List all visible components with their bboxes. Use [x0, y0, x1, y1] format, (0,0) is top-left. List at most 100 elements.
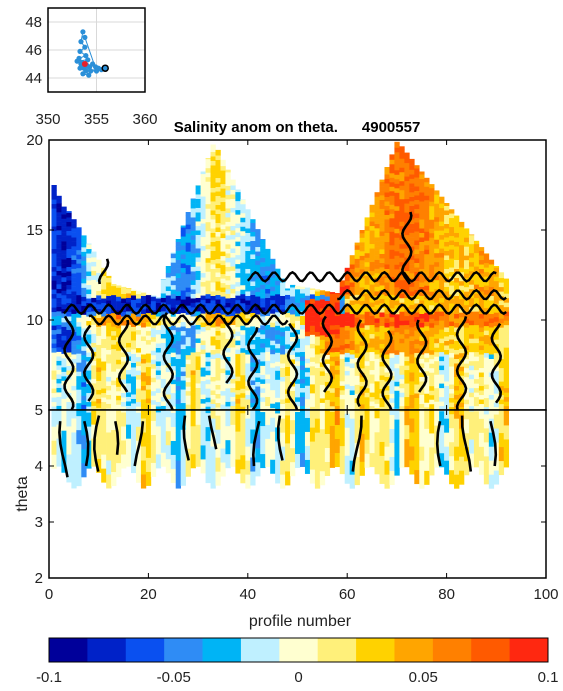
contour-cell [389, 384, 395, 390]
contour-cell [215, 407, 221, 410]
contour-cell [399, 194, 405, 200]
contour-cell [290, 318, 296, 324]
contour-cell [389, 353, 395, 358]
contour-cell [389, 326, 395, 331]
contour-cell [240, 410, 246, 414]
contour-cell [250, 402, 256, 408]
contour-cell [270, 299, 276, 305]
contour-cell [483, 352, 490, 358]
contour-cell [190, 370, 196, 375]
contour-cell [126, 401, 132, 406]
contour-cell [180, 402, 186, 408]
contour-cell [275, 289, 281, 295]
contour-cell [409, 286, 415, 292]
contour-cell [200, 358, 206, 364]
contour-cell [200, 295, 206, 301]
contour-cell [498, 358, 505, 364]
contour-cell [409, 232, 415, 238]
contour-cell [344, 379, 350, 385]
contour-cell [96, 385, 102, 390]
contour-cell [131, 407, 137, 410]
contour-cell [394, 255, 400, 261]
contour-cell [61, 416, 67, 431]
contour-cell [175, 277, 182, 283]
contour-cell [409, 246, 415, 251]
contour-cell [215, 389, 221, 395]
contour-cell [200, 196, 206, 202]
contour-cell [478, 345, 485, 351]
contour-cell [459, 312, 465, 318]
contour-cell [304, 290, 311, 296]
contour-cell [190, 379, 196, 384]
contour-cell [498, 367, 505, 373]
contour-cell [210, 250, 216, 256]
contour-cell [399, 248, 405, 254]
contour-cell [106, 410, 112, 419]
contour-cell [200, 182, 206, 188]
contour-cell [399, 225, 405, 231]
contour-cell [488, 345, 495, 350]
contour-cell [210, 144, 216, 148]
contour-cell [66, 361, 72, 366]
contour-cell [61, 403, 67, 408]
contour-cell [454, 259, 460, 265]
contour-cell [463, 273, 470, 279]
contour-cell [225, 275, 231, 281]
contour-cell [195, 401, 201, 406]
contour-cell [404, 369, 410, 375]
contour-cell [359, 332, 365, 337]
contour-cell [354, 456, 360, 472]
contour-cell [384, 250, 390, 256]
contour-cell [280, 363, 286, 368]
contour-cell [414, 213, 420, 219]
contour-cell [334, 438, 341, 454]
contour-cell [424, 280, 430, 286]
contour-cell [71, 349, 77, 355]
contour-cell [121, 352, 127, 358]
contour-cell [225, 411, 231, 427]
contour-cell [359, 323, 365, 328]
contour-cell [434, 392, 440, 398]
contour-cell [379, 384, 385, 389]
contour-cell [324, 419, 331, 434]
contour-cell [483, 357, 490, 363]
contour-cell [86, 316, 92, 322]
contour-cell [180, 321, 186, 327]
contour-cell [424, 213, 430, 219]
contour-cell [220, 237, 226, 243]
contour-cell [51, 426, 57, 441]
contour-cell [81, 242, 87, 248]
zero-contour [490, 322, 503, 404]
contour-cell [339, 291, 346, 296]
contour-cell [354, 281, 360, 286]
contour-cell [369, 324, 375, 330]
contour-cell [106, 372, 112, 377]
colorbar-swatches [49, 638, 549, 662]
contour-cell [454, 345, 460, 350]
contour-cell [285, 290, 291, 295]
contour-cell [265, 288, 271, 294]
contour-cell [483, 402, 490, 408]
contour-cell [454, 460, 460, 475]
contour-cell [230, 424, 236, 439]
contour-cell [280, 390, 286, 395]
contour-cell [468, 252, 475, 258]
contour-cell [280, 336, 286, 341]
contour-cell [339, 408, 346, 410]
contour-cell [160, 383, 167, 388]
contour-cell [299, 378, 306, 384]
contour-cell [190, 226, 196, 231]
contour-cell [434, 401, 440, 407]
contour-cell [414, 402, 420, 408]
contour-cell [185, 273, 191, 279]
contour-cell [240, 239, 246, 245]
contour-cell [488, 446, 495, 461]
contour-cell [290, 314, 296, 319]
contour-cell [265, 374, 271, 379]
contour-cell [503, 333, 510, 339]
contour-cell [205, 226, 211, 232]
contour-cell [379, 339, 385, 344]
contour-cell [379, 361, 385, 367]
contour-cell [424, 370, 430, 376]
contour-cell [324, 404, 331, 409]
